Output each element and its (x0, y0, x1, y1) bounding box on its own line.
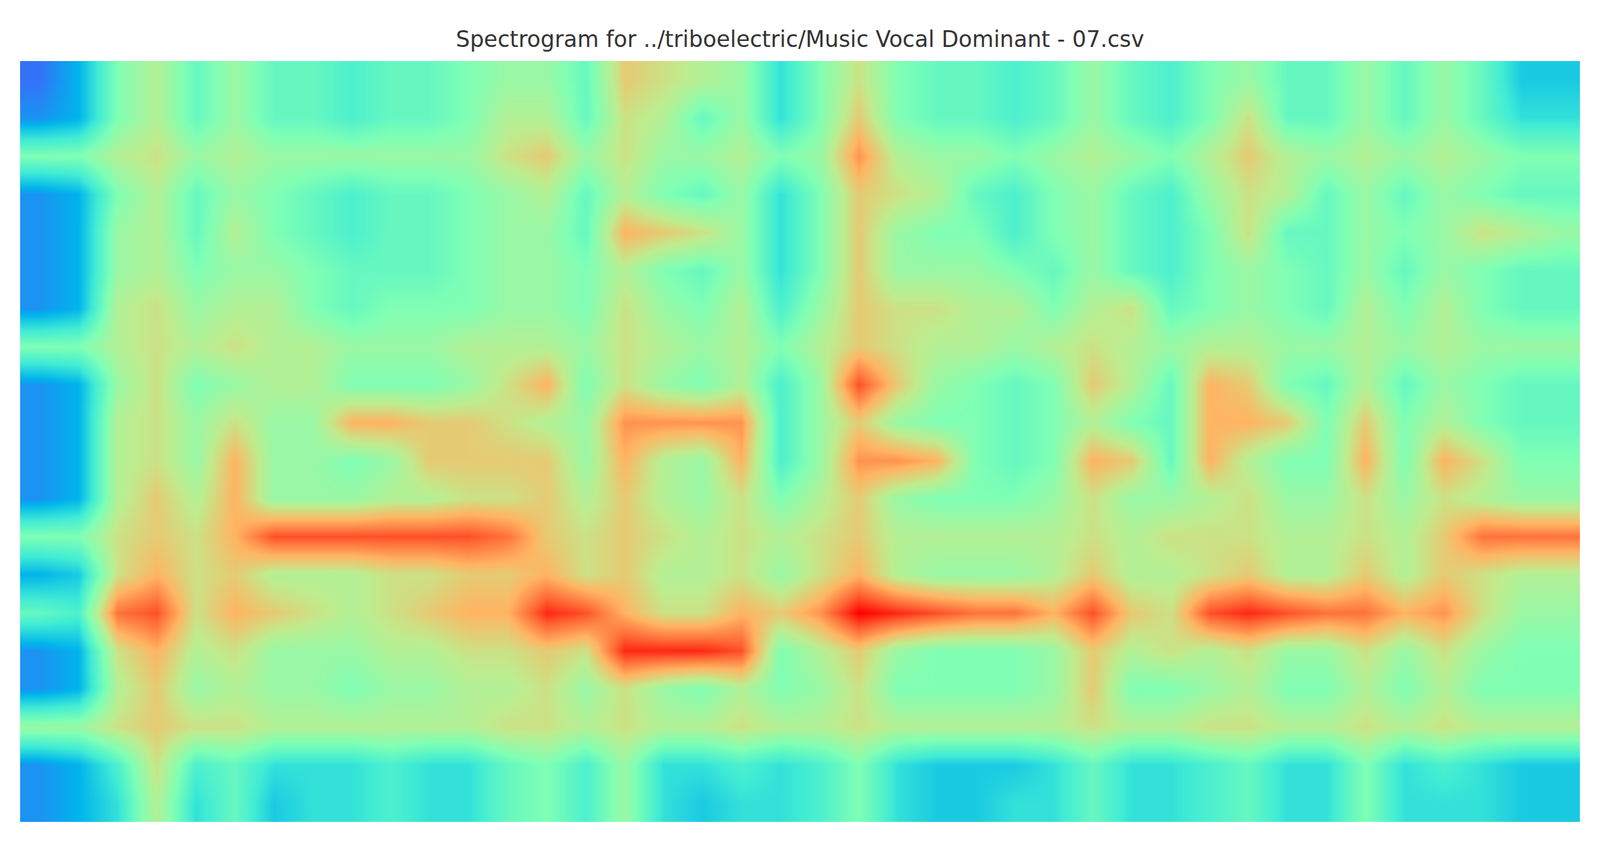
svg-text:Spectrogram for ../triboelectr: Spectrogram for ../triboelectric/Music V… (455, 26, 1144, 53)
